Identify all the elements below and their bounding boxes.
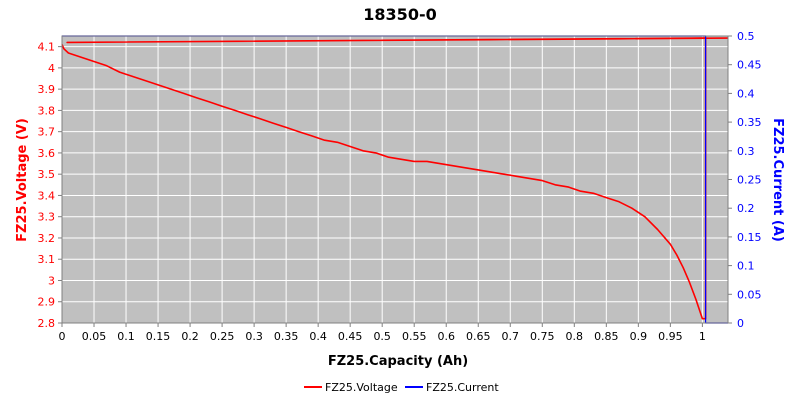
x-tick-label: 0.15: [146, 330, 171, 343]
x-tick-label: 0.35: [274, 330, 299, 343]
chart-title: 18350-0: [363, 5, 436, 24]
y-left-tick-label: 3.8: [38, 104, 56, 117]
x-tick-label: 0.3: [245, 330, 263, 343]
y-right-tick-label: 0.45: [737, 59, 762, 72]
y-left-tick-label: 4.1: [38, 41, 56, 54]
legend: FZ25.Voltage FZ25.Current: [304, 381, 499, 394]
y-left-tick-label: 3.7: [38, 126, 56, 139]
y-axis-right: 0 0.05 0.1 0.15 0.2 0.25 0.3 0.35 0.4 0.45 0.5: [728, 30, 762, 330]
y-left-tick-label: 2.8: [38, 317, 56, 330]
y-axis-left-label: FZ25.Voltage (V): [15, 118, 30, 242]
x-tick-label: 0.6: [437, 330, 455, 343]
y-right-tick-label: 0.1: [737, 260, 755, 273]
y-right-tick-label: 0.4: [737, 87, 755, 100]
y-right-tick-label: 0.25: [737, 174, 762, 187]
x-axis: 0 0.05 0.1 0.15 0.2 0.25 0.3 0.35 0.4 0.45 0.5 0.55…: [59, 323, 706, 343]
y-right-tick-label: 0.2: [737, 202, 755, 215]
y-left-tick-label: 3.4: [38, 189, 56, 202]
y-left-tick-label: 2.9: [38, 296, 56, 309]
x-tick-label: 0.8: [566, 330, 584, 343]
x-tick-label: 0.75: [530, 330, 555, 343]
y-left-tick-label: 3.5: [38, 168, 56, 181]
y-left-tick-label: 3.6: [38, 147, 56, 160]
x-tick-label: 0.5: [373, 330, 391, 343]
y-right-tick-label: 0: [737, 317, 744, 330]
y-right-tick-label: 0.15: [737, 231, 762, 244]
x-tick-label: 0.95: [658, 330, 683, 343]
y-right-tick-label: 0.05: [737, 288, 762, 301]
x-tick-label: 0.7: [502, 330, 520, 343]
y-right-tick-label: 0.5: [737, 30, 755, 43]
y-axis-right-label: FZ25.Current (A): [770, 118, 785, 242]
y-left-tick-label: 3: [48, 274, 55, 287]
x-tick-label: 0.55: [402, 330, 427, 343]
legend-label-voltage: FZ25.Voltage: [325, 381, 398, 394]
legend-label-current: FZ25.Current: [426, 381, 499, 394]
x-tick-label: 1: [699, 330, 706, 343]
y-left-tick-label: 3.1: [38, 253, 56, 266]
series-line-voltage: [61, 37, 729, 320]
x-tick-label: 0.85: [594, 330, 619, 343]
plot-area: [62, 36, 728, 323]
y-axis-left: 2.8 2.9 3 3.1 3.2 3.3 3.4 3.5 3.6 3.7 3.8 3.9 4 4.1: [38, 41, 62, 330]
y-left-tick-label: 3.2: [38, 232, 56, 245]
x-tick-label: 0.65: [466, 330, 491, 343]
x-tick-label: 0: [59, 330, 66, 343]
x-tick-label: 0.05: [82, 330, 107, 343]
y-left-tick-label: 4: [48, 62, 55, 75]
y-left-tick-label: 3.9: [38, 83, 56, 96]
y-right-tick-label: 0.35: [737, 116, 762, 129]
x-tick-label: 0.1: [117, 330, 135, 343]
x-tick-label: 0.9: [630, 330, 648, 343]
x-axis-label: FZ25.Capacity (Ah): [328, 354, 468, 369]
y-right-tick-label: 0.3: [737, 145, 755, 158]
x-tick-label: 0.2: [181, 330, 199, 343]
x-tick-label: 0.45: [338, 330, 363, 343]
x-tick-label: 0.25: [210, 330, 235, 343]
y-left-tick-label: 3.3: [38, 211, 56, 224]
x-tick-label: 0.4: [309, 330, 327, 343]
